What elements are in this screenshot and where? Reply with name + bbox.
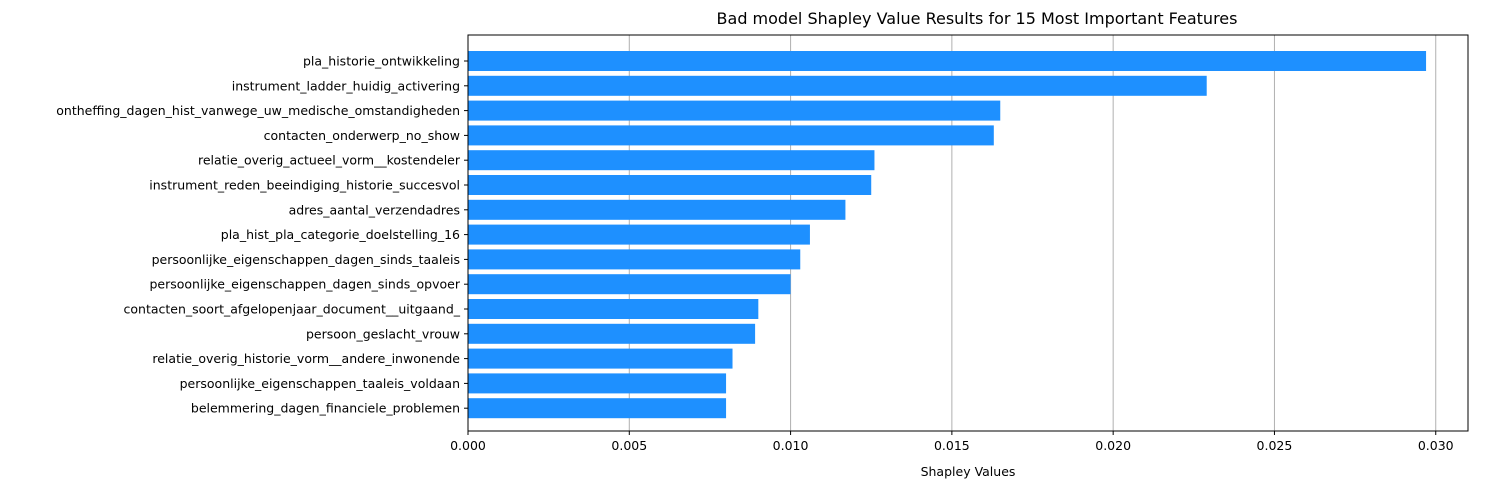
x-axis-label: Shapley Values <box>921 464 1016 479</box>
bar <box>468 75 1207 96</box>
bar <box>468 249 801 270</box>
y-category-label: instrument_ladder_huidig_activering <box>232 78 460 93</box>
y-category-label: belemmering_dagen_financiele_problemen <box>191 401 460 416</box>
y-category-label: pla_hist_pla_categorie_doelstelling_16 <box>221 227 460 242</box>
y-category-label: persoon_geslacht_vrouw <box>306 326 460 341</box>
bar <box>468 100 1001 121</box>
x-tick-label: 0.020 <box>1095 438 1131 453</box>
bar <box>468 51 1427 71</box>
plot-frame <box>467 34 1469 432</box>
y-category-label: instrument_reden_beeindiging_historie_su… <box>149 178 460 193</box>
bar <box>468 224 810 245</box>
y-category-label: persoonlijke_eigenschappen_dagen_sinds_o… <box>149 277 460 292</box>
bar <box>468 125 994 146</box>
y-category-label: relatie_overig_historie_vorm__andere_inw… <box>152 351 460 366</box>
bar <box>468 299 759 319</box>
x-tick-label: 0.005 <box>611 438 647 453</box>
bar <box>468 373 727 394</box>
chart-title: Bad model Shapley Value Results for 15 M… <box>717 9 1238 28</box>
x-tick-label: 0.015 <box>934 438 970 453</box>
y-axis-ticks: pla_historie_ontwikkeling instrument_ladd… <box>56 54 468 416</box>
y-category-label: ontheffing_dagen_hist_vanwege_uw_medisch… <box>56 103 460 118</box>
x-tick-label: 0.010 <box>773 438 809 453</box>
bar <box>468 175 872 195</box>
bar <box>468 348 733 369</box>
x-tick-label: 0.025 <box>1257 438 1293 453</box>
y-category-label: relatie_overig_actueel_vorm__kostendeler <box>198 153 461 168</box>
x-tick-label: 0.030 <box>1418 438 1454 453</box>
x-axis-ticks: 0.000 0.005 0.010 0.015 0.020 0.025 0.030 <box>450 431 1454 453</box>
y-category-label: persoonlijke_eigenschappen_taaleis_volda… <box>180 376 460 391</box>
x-tick-label: 0.000 <box>450 438 486 453</box>
bar <box>468 398 727 419</box>
y-category-label: contacten_onderwerp_no_show <box>264 128 460 143</box>
bars <box>468 51 1427 419</box>
y-category-label: pla_historie_ontwikkeling <box>303 54 460 69</box>
bar <box>468 199 846 220</box>
bar <box>468 150 875 171</box>
y-category-label: adres_aantal_verzendadres <box>289 202 460 217</box>
y-category-label: contacten_soort_afgelopenjaar_document__… <box>124 302 461 317</box>
y-category-label: persoonlijke_eigenschappen_dagen_sinds_t… <box>152 252 460 267</box>
bar <box>468 323 756 344</box>
bar <box>468 274 791 295</box>
